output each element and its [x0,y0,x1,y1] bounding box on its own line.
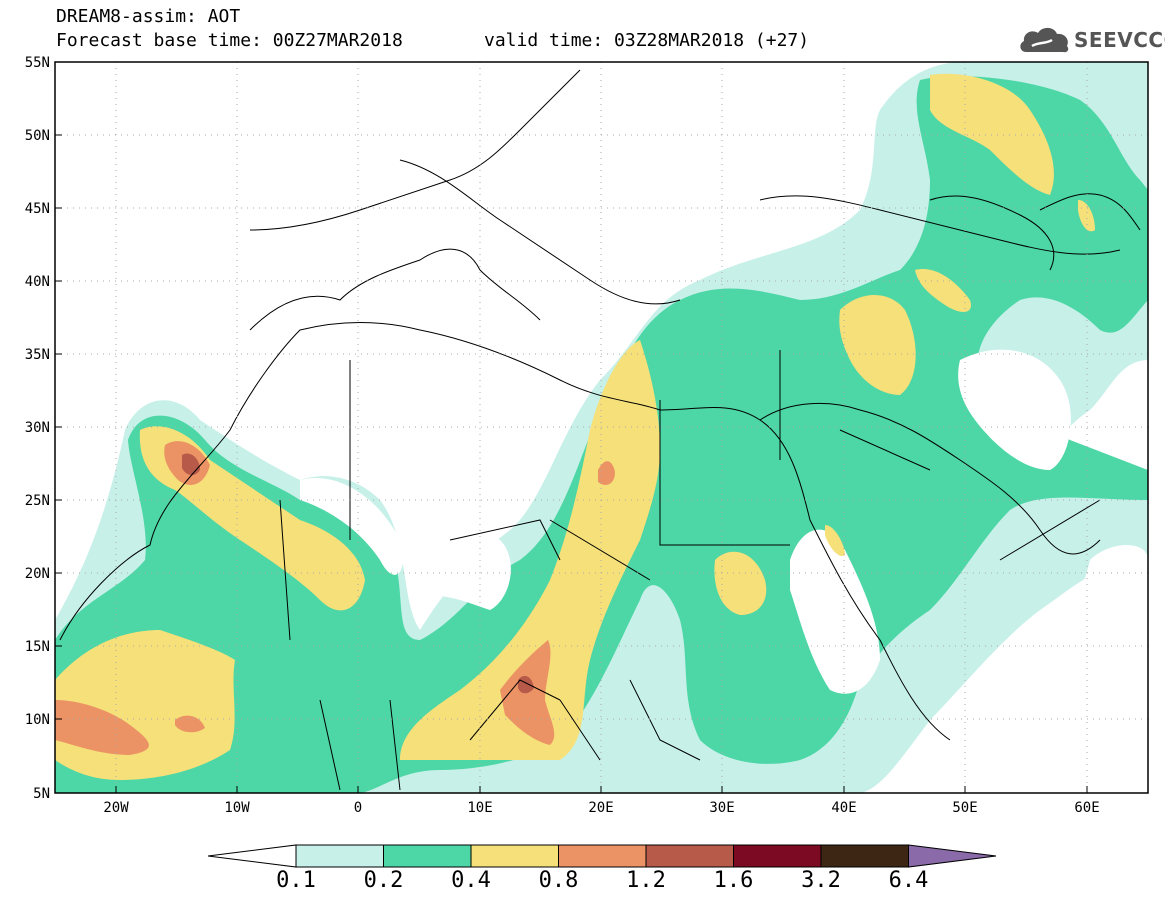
map-title: DREAM8-assim: AOT [56,6,241,27]
colorbar-label: 0.4 [451,868,491,893]
lat-label: 50N [25,128,50,144]
colorbar-label: 1.2 [626,868,666,893]
lat-label: 10N [25,712,50,728]
colorbar-high-extend [908,844,997,868]
colorbar-segment [558,844,647,868]
colorbar-label: 0.8 [538,868,579,893]
colorbar-segment [820,844,909,868]
lon-label: 0 [354,800,362,816]
lon-label: 60E [1074,800,1099,816]
lat-label: 55N [25,55,50,71]
tick-marks [55,61,1088,794]
aot-level-1.2-area [182,453,534,694]
lon-label: 20E [588,800,613,816]
lat-label: 25N [25,493,50,509]
colorbar-segment [383,844,472,868]
lat-label: 45N [25,201,50,217]
colorbar-segment [470,844,559,868]
colorbar-label: 3.2 [801,868,841,893]
colorbar-label: 0.1 [276,868,316,893]
lon-label: 20W [103,800,129,816]
lon-label: 10E [467,800,492,816]
cloud-logo-icon [1020,27,1069,53]
lon-labels: 20W 10W 0 10E 20E 30E 40E 50E 60E [103,800,1099,816]
forecast-base-time: Forecast base time: 00Z27MAR2018 [56,30,403,51]
lat-label: 30N [25,420,50,436]
colorbar-low-extend [207,844,297,868]
lon-label: 50E [952,800,977,816]
lon-label: 40E [831,800,856,816]
lat-label: 40N [25,274,50,290]
valid-time: valid time: 03Z28MAR2018 (+27) [484,30,810,51]
colorbar-label: 6.4 [888,868,929,893]
aot-clear-areas [55,62,1148,793]
lat-label: 20N [25,566,50,582]
lon-label: 30E [709,800,734,816]
lat-label: 35N [25,347,50,363]
lat-lon-grid [55,62,1148,793]
colorbar-segment [733,844,822,868]
colorbar-label: 1.6 [713,868,754,893]
lat-labels: 55N 50N 45N 40N 35N 30N 25N 20N 15N 10N … [25,55,50,802]
colorbar-segment [645,844,734,868]
lon-label: 10W [224,800,250,816]
colorbar-label: 0.2 [363,868,404,893]
colorbar-segment [295,844,384,868]
colorbar [207,844,997,868]
lat-label: 15N [25,639,50,655]
coastlines [59,69,1141,791]
lat-label: 5N [33,786,50,802]
logo-text: SEEVCCC [1074,28,1165,52]
